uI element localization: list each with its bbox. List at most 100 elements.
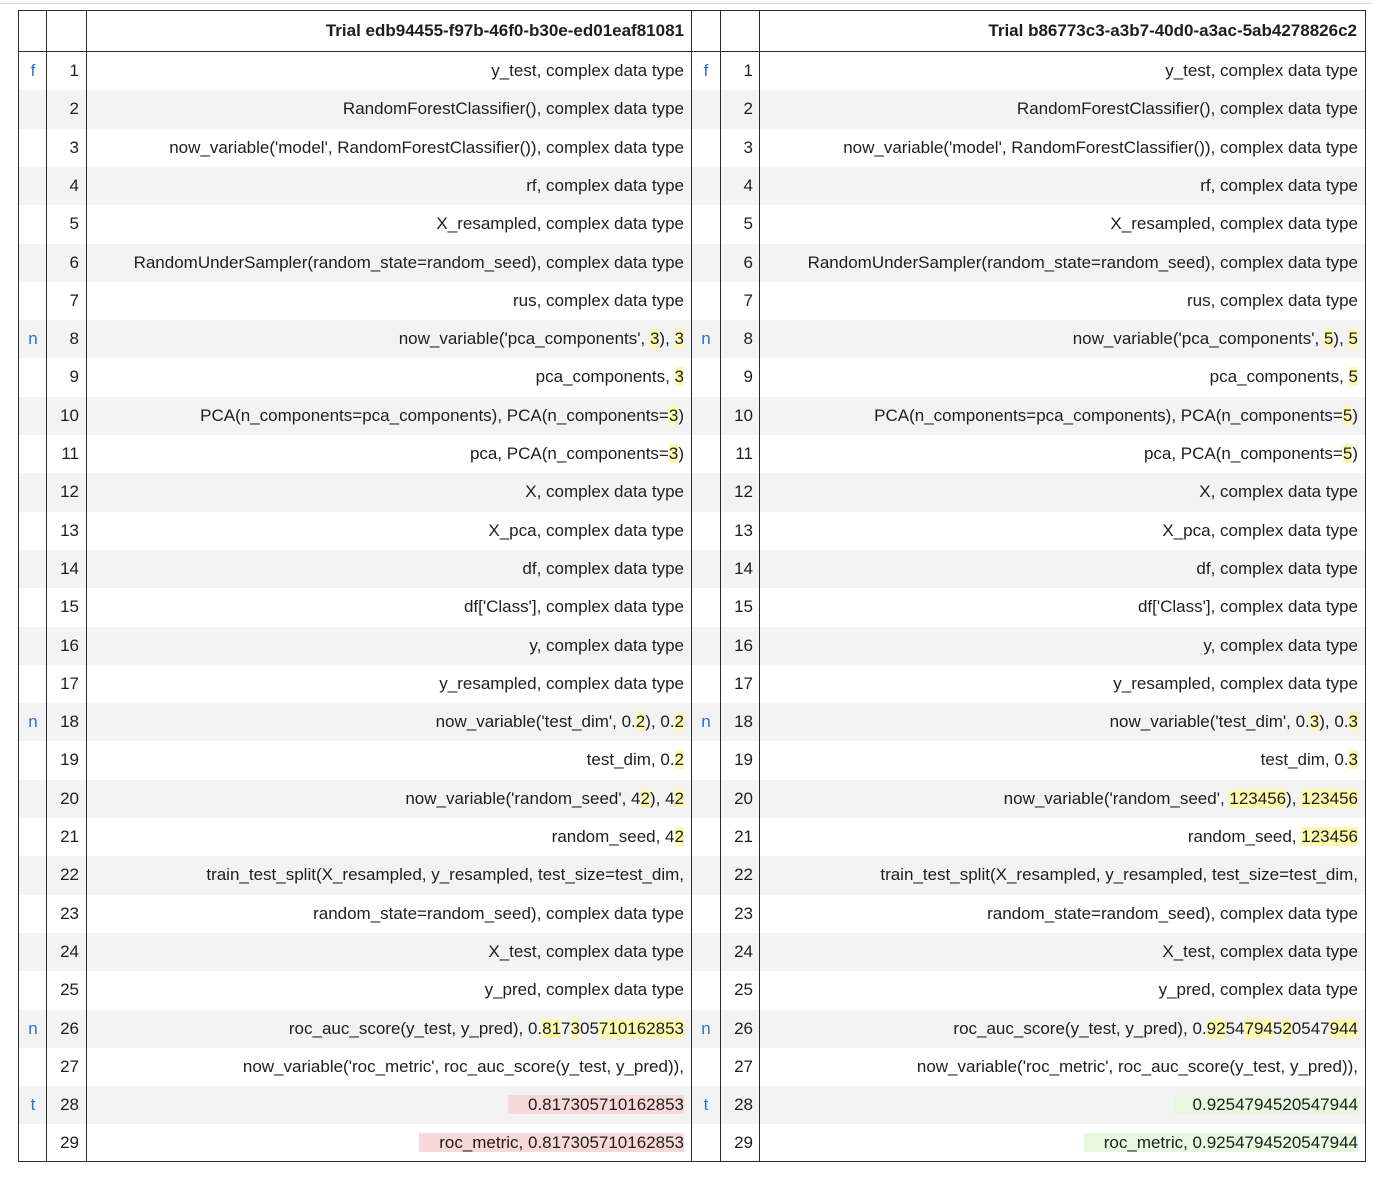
code-text: ) bbox=[1352, 444, 1358, 463]
right-line-number: 26 bbox=[734, 1018, 753, 1038]
diff-highlight: 2 bbox=[1282, 1018, 1292, 1038]
right-code-value: roc_auc_score(y_test, y_pred), 0.9254794… bbox=[760, 1010, 1366, 1048]
diff-highlight: roc_metric, 0.9254794520547944 bbox=[1083, 1133, 1358, 1153]
left-line-number: 13 bbox=[60, 520, 79, 540]
right-code-value: roc_metric, 0.9254794520547944 bbox=[760, 1124, 1366, 1162]
left-code-value: roc_auc_score(y_test, y_pred), 0.8173057… bbox=[87, 1010, 692, 1048]
left-code-value: X, complex data type bbox=[87, 473, 692, 511]
left-change-flag: t bbox=[30, 1095, 36, 1115]
right-line-number: 10 bbox=[734, 405, 753, 425]
left-code-value: pca, PCA(n_components=3) bbox=[87, 435, 692, 473]
left-change-flag bbox=[19, 818, 47, 856]
diff-highlight: 0.9254794520547944 bbox=[1172, 1095, 1358, 1115]
right-line-number: 2 bbox=[743, 99, 753, 119]
left-code-value: X_test, complex data type bbox=[87, 933, 692, 971]
left-change-flag bbox=[19, 397, 47, 435]
left-change-flag bbox=[19, 895, 47, 933]
right-code-value: df['Class'], complex data type bbox=[760, 588, 1366, 626]
code-text: RandomUnderSampler(random_state=random_s… bbox=[807, 252, 1358, 272]
table-row: 11 pca, PCA(n_components=3) 11 pca, PCA(n_c… bbox=[19, 435, 1365, 473]
right-line-number: 29 bbox=[734, 1133, 753, 1153]
table-row: 13 X_pca, complex data type 13 X_pca, compl… bbox=[19, 512, 1365, 550]
right-line-number: 14 bbox=[734, 558, 753, 578]
code-text: pca_components, bbox=[1209, 367, 1349, 387]
table-row: 10 PCA(n_components=pca_components), PCA(… bbox=[19, 396, 1365, 435]
code-text: train_test_split(X_resampled, y_resample… bbox=[880, 865, 1358, 885]
diff-highlight: 1234 bbox=[1301, 788, 1340, 808]
code-text: 5 bbox=[1272, 1018, 1283, 1038]
left-code-value: y_pred, complex data type bbox=[87, 971, 692, 1009]
left-line-number: 29 bbox=[60, 1133, 79, 1153]
left-change-flag bbox=[19, 129, 47, 167]
diff-highlight: 2 bbox=[674, 827, 684, 846]
table-row: 16 y, complex data type 16 y, complex data … bbox=[19, 626, 1365, 665]
right-code-value: RandomUnderSampler(random_state=random_s… bbox=[760, 244, 1366, 282]
right-code-value: y_resampled, complex data type bbox=[760, 665, 1366, 703]
code-text: PCA(n_components=pca_components), PCA(n_… bbox=[874, 405, 1343, 425]
diff-highlight: 5 bbox=[1342, 444, 1353, 463]
right-change-flag bbox=[692, 588, 720, 626]
right-change-flag bbox=[692, 205, 720, 243]
diff-highlight: 794 bbox=[1244, 1018, 1273, 1038]
left-line-number: 5 bbox=[69, 214, 79, 234]
left-line-number: 14 bbox=[60, 558, 79, 578]
code-text: ) bbox=[1352, 405, 1358, 425]
code-text: ), 0. bbox=[645, 712, 675, 732]
code-text: now_variable('pca_components', bbox=[1072, 329, 1324, 349]
code-text: rf, complex data type bbox=[1200, 175, 1358, 195]
code-text: RandomUnderSampler(random_state=random_s… bbox=[133, 252, 684, 272]
left-code-value: now_variable('test_dim', 0.2), 0.2 bbox=[87, 703, 692, 741]
right-line-number: 16 bbox=[734, 635, 753, 655]
left-code-value: train_test_split(X_resampled, y_resample… bbox=[87, 856, 692, 894]
right-line-number: 13 bbox=[734, 520, 753, 540]
diff-highlight: 2 bbox=[640, 788, 650, 808]
code-text: df, complex data type bbox=[1196, 558, 1358, 578]
diff-highlight: 3 bbox=[1348, 712, 1358, 732]
table-row: 21 random_seed, 42 21 random_seed, 123456 bbox=[19, 818, 1365, 856]
left-code-value: X_pca, complex data type bbox=[87, 512, 692, 550]
left-line-number: 17 bbox=[60, 673, 79, 693]
left-code-value: df, complex data type bbox=[87, 550, 692, 588]
left-change-flag bbox=[19, 588, 47, 626]
diff-highlight: 3 bbox=[1309, 712, 1320, 732]
right-line-number: 1 bbox=[743, 61, 753, 80]
right-line-number: 4 bbox=[743, 175, 753, 195]
right-line-number: 24 bbox=[734, 941, 753, 961]
right-code-value: X, complex data type bbox=[760, 473, 1366, 511]
table-row: n 18 now_variable('test_dim', 0.2), 0.2 n 18… bbox=[19, 703, 1365, 742]
code-text: y, complex data type bbox=[1203, 635, 1358, 655]
left-change-flag: n bbox=[28, 1018, 38, 1038]
right-change-flag bbox=[692, 167, 720, 205]
code-text: y_pred, complex data type bbox=[484, 980, 684, 1000]
table-row: 2 RandomForestClassifier(), complex data … bbox=[19, 90, 1365, 129]
diff-highlight: 2 bbox=[674, 712, 684, 732]
diff-highlight: 3 bbox=[570, 1018, 580, 1038]
code-text: ) bbox=[678, 405, 684, 425]
diff-highlight: 5 bbox=[1323, 329, 1334, 349]
code-text: random_seed, 4 bbox=[551, 827, 675, 846]
code-text: now_variable('model', RandomForestClassi… bbox=[169, 137, 684, 157]
left-line-number: 3 bbox=[69, 137, 79, 157]
diff-highlight: 0.817305710162853 bbox=[508, 1095, 684, 1115]
left-change-flag bbox=[19, 205, 47, 243]
diff-highlight: 3 bbox=[668, 405, 679, 425]
code-text: df['Class'], complex data type bbox=[1137, 597, 1358, 617]
table-row: 9 pca_components, 3 9 pca_components, 5 bbox=[19, 358, 1365, 396]
left-line-number: 18 bbox=[60, 712, 79, 732]
left-code-value: random_state=random_seed), complex data … bbox=[87, 895, 692, 933]
code-text: now_variable('model', RandomForestClassi… bbox=[843, 137, 1358, 157]
right-change-flag bbox=[692, 665, 720, 703]
right-line-number: 7 bbox=[743, 290, 753, 310]
left-change-flag bbox=[19, 665, 47, 703]
left-change-flag bbox=[19, 971, 47, 1009]
left-code-value: 0.817305710162853 bbox=[87, 1086, 692, 1124]
right-code-value: X_test, complex data type bbox=[760, 933, 1366, 971]
right-line-number: 17 bbox=[734, 673, 753, 693]
right-code-value: train_test_split(X_resampled, y_resample… bbox=[760, 856, 1366, 894]
table-row: 14 df, complex data type 14 df, complex dat… bbox=[19, 549, 1365, 589]
right-change-flag bbox=[692, 1124, 720, 1162]
code-text: X_pca, complex data type bbox=[1162, 520, 1358, 540]
right-code-value: test_dim, 0.3 bbox=[760, 741, 1366, 779]
right-code-value: y_pred, complex data type bbox=[760, 971, 1366, 1009]
table-row: 15 df['Class'], complex data type 15 df['Cl… bbox=[19, 588, 1365, 626]
